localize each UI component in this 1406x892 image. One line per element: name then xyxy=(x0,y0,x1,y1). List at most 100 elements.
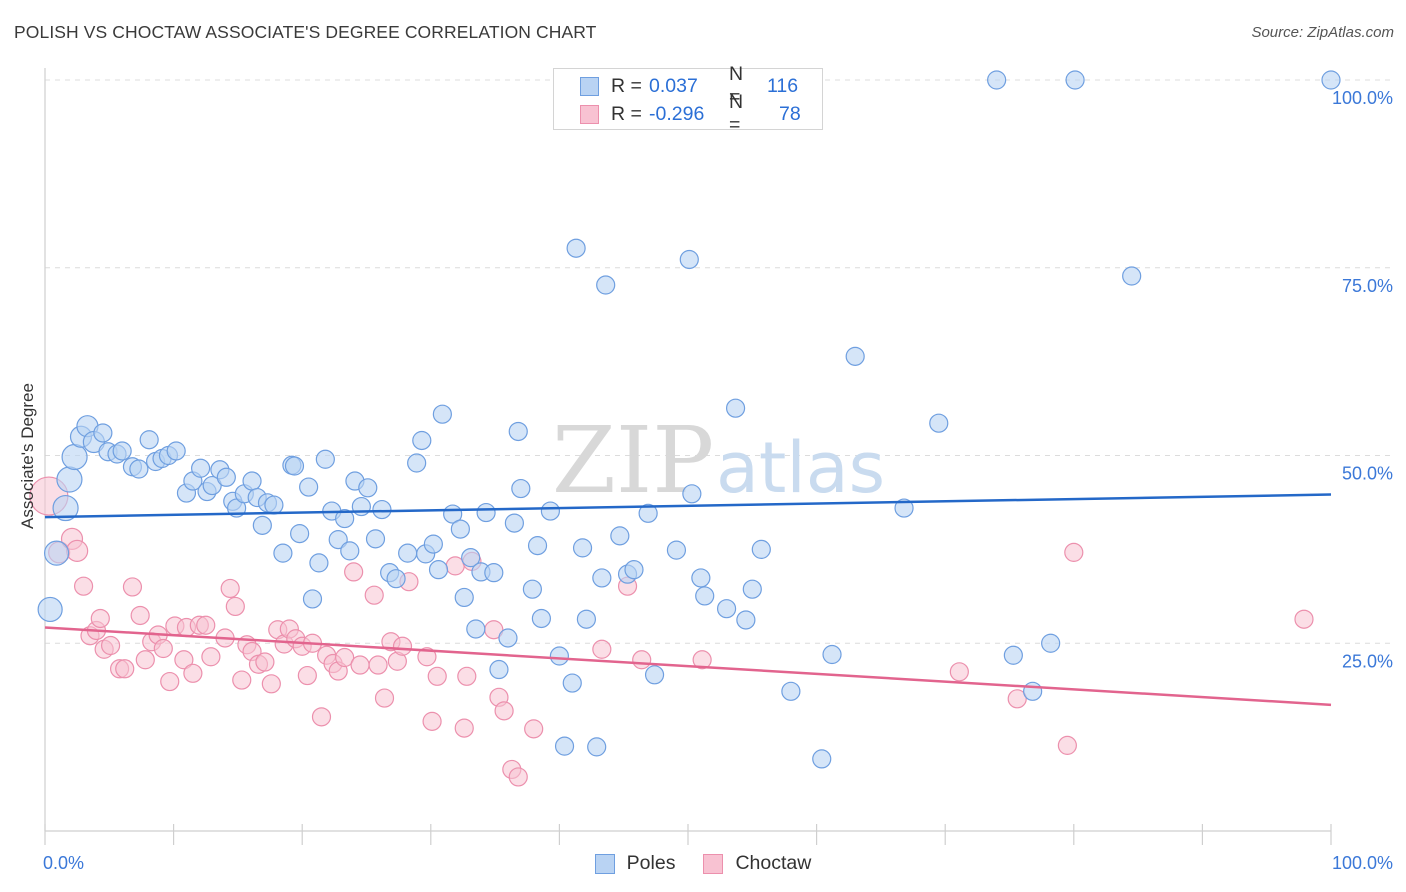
y-tick-label: 100.0% xyxy=(1332,88,1393,108)
correlation-legend: R = 0.037 N = 116 R = -0.296 N = 78 xyxy=(553,63,823,136)
poles-point xyxy=(1023,681,1043,701)
poles-point xyxy=(1065,70,1085,90)
poles-point xyxy=(56,466,83,493)
choctaw-point xyxy=(1007,689,1027,709)
choctaw-point xyxy=(457,666,477,686)
chart-title: POLISH VS CHOCTAW ASSOCIATE'S DEGREE COR… xyxy=(14,22,597,42)
choctaw-point xyxy=(297,665,317,686)
choctaw-point xyxy=(115,659,135,679)
poles-point xyxy=(562,673,582,693)
choctaw-point xyxy=(454,718,474,738)
gridlines xyxy=(45,79,1391,644)
y-tick-label: 25.0% xyxy=(1342,651,1393,671)
poles-point xyxy=(202,475,222,496)
choctaw-point xyxy=(344,562,364,582)
poles-point xyxy=(37,596,63,623)
poles-point xyxy=(489,659,509,680)
choctaw-point xyxy=(592,639,612,659)
poles-point xyxy=(398,543,418,563)
poles-point xyxy=(432,404,452,424)
poles-point xyxy=(112,441,132,461)
choctaw-point xyxy=(350,655,370,675)
poles-point xyxy=(1041,633,1061,653)
poles-point xyxy=(1321,70,1341,90)
poles-point xyxy=(822,644,842,665)
choctaw-point xyxy=(692,650,712,670)
poles-point xyxy=(592,568,612,588)
poles-point xyxy=(624,560,644,580)
poles-point xyxy=(845,346,865,366)
poles-point xyxy=(549,646,570,666)
poles-legend-swatch xyxy=(594,853,615,874)
axes xyxy=(44,68,1332,845)
choctaw-point xyxy=(135,650,155,670)
y-axis-title: Associate's Degree xyxy=(18,383,37,529)
choctaw-point xyxy=(220,578,240,599)
poles-point xyxy=(682,484,702,504)
choctaw-point xyxy=(1294,609,1314,629)
poles-point xyxy=(679,249,699,270)
poles-point xyxy=(386,569,406,589)
poles-point xyxy=(61,443,88,471)
choctaw-legend-swatch xyxy=(703,853,724,874)
choctaw-point xyxy=(494,701,514,721)
poles-point xyxy=(273,543,293,563)
poles-point xyxy=(508,421,528,442)
poles-point xyxy=(736,610,756,630)
poles-point xyxy=(725,398,746,418)
watermark-atlas: atlas xyxy=(716,427,885,509)
poles-point xyxy=(644,665,665,685)
choctaw-point xyxy=(201,647,221,667)
poles-n-value: 116 xyxy=(767,74,799,97)
poles-point xyxy=(504,513,524,533)
legend-item-poles[interactable]: Poles xyxy=(594,852,675,875)
choctaw-point xyxy=(90,608,110,629)
source-note: Source: ZipAtlas.com xyxy=(1251,24,1394,41)
y-tick-label: 75.0% xyxy=(1342,276,1393,296)
poles-point xyxy=(1122,266,1142,286)
choctaw-point xyxy=(183,663,203,683)
choctaw-point xyxy=(417,647,437,667)
poles-point xyxy=(572,538,593,558)
poles-r-label: R = xyxy=(611,74,642,97)
poles-point xyxy=(695,586,715,606)
poles-point xyxy=(554,736,575,756)
choctaw-point xyxy=(368,655,388,675)
poles-point xyxy=(587,737,607,757)
choctaw-point xyxy=(632,650,652,670)
poles-point xyxy=(302,589,323,609)
choctaw-point xyxy=(174,650,194,670)
poles-point xyxy=(576,609,597,629)
poles-point xyxy=(242,471,262,491)
poles-point xyxy=(340,541,360,561)
choctaw-point xyxy=(311,707,332,727)
poles-point xyxy=(407,453,427,473)
poles-point xyxy=(252,515,272,535)
poles-point xyxy=(781,681,801,701)
poles-point xyxy=(372,499,392,520)
poles-point xyxy=(610,526,630,546)
choctaw-n-value: 78 xyxy=(779,102,801,125)
choctaw-point xyxy=(374,688,395,708)
poles-point xyxy=(299,477,319,497)
choctaw-point xyxy=(196,615,216,635)
poles-point xyxy=(522,579,542,599)
legend-row-choctaw: R = -0.296 N = 78 xyxy=(580,91,801,136)
choctaw-point xyxy=(261,674,281,694)
choctaw-n-label: N = xyxy=(729,91,744,136)
poles-point xyxy=(566,238,586,258)
poles-point xyxy=(742,579,762,599)
choctaw-point xyxy=(255,652,275,672)
poles-point xyxy=(450,519,470,539)
choctaw-point xyxy=(73,576,94,596)
poles-point xyxy=(987,70,1007,90)
choctaw-point xyxy=(122,577,143,597)
poles-point xyxy=(527,536,548,556)
legend-item-choctaw[interactable]: Choctaw xyxy=(703,852,811,875)
choctaw-point xyxy=(949,662,969,682)
poles-point xyxy=(428,560,449,580)
choctaw-trend-line xyxy=(44,626,1332,707)
x-tick-label-max: 100.0% xyxy=(1332,853,1393,873)
choctaw-point xyxy=(392,636,413,656)
